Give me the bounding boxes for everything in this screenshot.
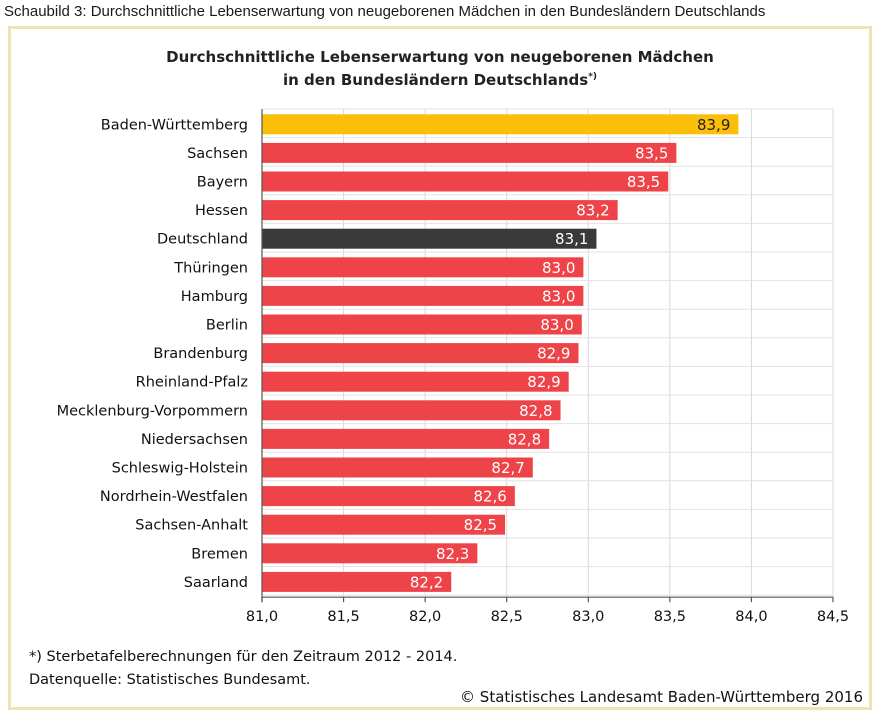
footnote: *) Sterbetafelberechnungen für den Zeitr… — [29, 649, 458, 665]
category-label: Hessen — [195, 203, 248, 219]
bar — [262, 142, 677, 163]
bar — [262, 114, 739, 135]
bar — [262, 257, 584, 278]
bar — [262, 228, 597, 249]
x-tick-label: 82,5 — [491, 609, 523, 625]
bar-chart: Baden-Württemberg 83,9 Sachsen 83,5 Bayern 83… — [57, 108, 849, 625]
category-label: Schleswig-Holstein — [112, 461, 248, 477]
bar — [262, 400, 561, 421]
bar — [262, 428, 550, 449]
value-label: 82,2 — [410, 573, 443, 591]
title-footnote-marker: *) — [588, 72, 598, 82]
bar — [262, 514, 506, 535]
x-tick-label: 82,0 — [409, 609, 441, 625]
x-tick-label: 81,5 — [327, 609, 359, 625]
category-label: Brandenburg — [153, 346, 248, 362]
category-label: Sachsen-Anhalt — [135, 518, 248, 534]
value-label: 83,0 — [542, 287, 575, 305]
value-label: 83,0 — [540, 316, 573, 334]
category-label: Mecklenburg-Vorpommern — [57, 403, 248, 419]
copyright-notice: © Statistisches Landesamt Baden-Württemb… — [460, 688, 863, 706]
category-label: Berlin — [206, 318, 248, 334]
value-label: 83,0 — [542, 259, 575, 277]
value-label: 82,7 — [491, 459, 524, 477]
bar — [262, 171, 669, 192]
x-axis: 81,0 81,5 82,0 82,5 83,0 83,5 84,0 84,5 — [246, 109, 849, 625]
value-label: 83,1 — [555, 230, 588, 248]
value-label: 82,5 — [464, 516, 497, 534]
bar — [262, 343, 579, 364]
bar — [262, 371, 569, 392]
category-label: Baden-Württemberg — [101, 117, 248, 133]
category-label: Rheinland-Pfalz — [136, 375, 248, 391]
x-tick-label: 83,5 — [654, 609, 686, 625]
value-label: 82,8 — [519, 402, 552, 420]
value-label: 83,5 — [627, 173, 660, 191]
value-label: 82,9 — [527, 373, 560, 391]
value-label: 82,8 — [508, 430, 541, 448]
chart-title-line2: in den Bundesländern Deutschlands — [282, 71, 589, 89]
value-label: 82,9 — [537, 345, 570, 363]
x-tick-label: 81,0 — [246, 609, 278, 625]
bar — [262, 457, 533, 478]
chart-title-line1: Durchschnittliche Lebenserwartung von ne… — [166, 48, 714, 66]
bar — [262, 200, 618, 221]
grid-lines — [261, 108, 834, 598]
x-tick-label: 84,0 — [735, 609, 767, 625]
category-label: Deutschland — [157, 232, 248, 248]
bar — [262, 543, 478, 564]
value-label: 83,9 — [697, 116, 730, 134]
bar — [262, 314, 582, 335]
bars-group: Baden-Württemberg 83,9 Sachsen 83,5 Bayern 83… — [57, 114, 739, 592]
category-label: Sachsen — [187, 146, 248, 162]
value-label: 82,6 — [473, 488, 506, 506]
x-tick-label: 84,5 — [817, 609, 849, 625]
category-label: Bremen — [191, 546, 248, 562]
value-label: 83,2 — [576, 202, 609, 220]
value-label: 83,5 — [635, 144, 668, 162]
figure-caption: Schaubild 3: Durchschnittliche Lebenserw… — [4, 3, 766, 20]
category-label: Niedersachsen — [141, 432, 248, 448]
category-label: Thüringen — [173, 260, 248, 276]
category-label: Bayern — [197, 175, 248, 191]
x-tick-label: 83,0 — [572, 609, 604, 625]
chart-title: Durchschnittliche Lebenserwartung von ne… — [11, 47, 869, 90]
category-label: Nordrhein-Westfalen — [100, 489, 248, 505]
chart-frame: Baden-Württemberg 83,9 Sachsen 83,5 Bayern 83… — [8, 26, 872, 710]
value-label: 82,3 — [436, 545, 469, 563]
bar — [262, 486, 515, 507]
bar — [262, 571, 452, 592]
bar — [262, 285, 584, 306]
category-label: Hamburg — [181, 289, 248, 305]
data-source: Datenquelle: Statistisches Bundesamt. — [29, 672, 311, 688]
category-label: Saarland — [184, 575, 248, 591]
